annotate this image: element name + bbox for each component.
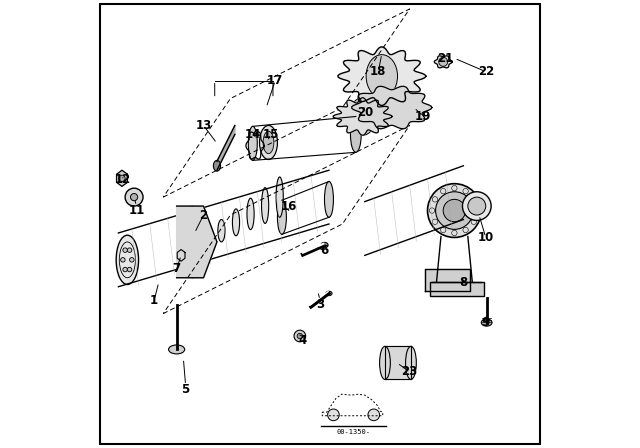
Circle shape bbox=[439, 57, 448, 66]
Ellipse shape bbox=[263, 131, 274, 154]
Circle shape bbox=[130, 258, 134, 262]
Circle shape bbox=[121, 258, 125, 262]
Circle shape bbox=[297, 333, 303, 339]
Ellipse shape bbox=[351, 116, 361, 152]
Ellipse shape bbox=[324, 181, 333, 217]
Polygon shape bbox=[435, 56, 452, 68]
Text: 22: 22 bbox=[477, 65, 494, 78]
Circle shape bbox=[468, 197, 486, 215]
Ellipse shape bbox=[326, 291, 332, 296]
Text: 4: 4 bbox=[298, 334, 306, 347]
Ellipse shape bbox=[168, 345, 185, 354]
Text: 11: 11 bbox=[128, 204, 145, 217]
Circle shape bbox=[189, 218, 195, 223]
Ellipse shape bbox=[232, 209, 239, 236]
Polygon shape bbox=[338, 47, 426, 105]
Circle shape bbox=[127, 248, 132, 252]
Ellipse shape bbox=[188, 206, 197, 278]
Circle shape bbox=[189, 261, 195, 266]
Ellipse shape bbox=[278, 200, 287, 234]
Text: 7: 7 bbox=[173, 262, 180, 276]
Circle shape bbox=[328, 409, 339, 421]
Circle shape bbox=[127, 267, 132, 272]
Text: 8: 8 bbox=[460, 276, 467, 289]
Ellipse shape bbox=[276, 177, 284, 217]
Ellipse shape bbox=[213, 160, 221, 171]
Text: 3: 3 bbox=[316, 298, 324, 311]
Text: 10: 10 bbox=[477, 231, 494, 244]
Polygon shape bbox=[333, 98, 392, 135]
Circle shape bbox=[192, 250, 197, 255]
Text: 00-1350-: 00-1350- bbox=[337, 429, 371, 435]
Text: 5: 5 bbox=[182, 383, 189, 396]
Polygon shape bbox=[177, 206, 217, 278]
Ellipse shape bbox=[366, 55, 397, 98]
Ellipse shape bbox=[406, 346, 416, 379]
Circle shape bbox=[131, 194, 138, 201]
Ellipse shape bbox=[321, 242, 328, 248]
Ellipse shape bbox=[218, 220, 225, 242]
Polygon shape bbox=[177, 250, 185, 261]
Ellipse shape bbox=[349, 98, 376, 135]
Circle shape bbox=[444, 199, 466, 222]
Circle shape bbox=[119, 175, 125, 181]
Polygon shape bbox=[352, 86, 432, 129]
Polygon shape bbox=[425, 269, 470, 291]
Ellipse shape bbox=[380, 346, 390, 379]
Text: 14: 14 bbox=[244, 128, 261, 141]
Circle shape bbox=[428, 184, 481, 237]
Ellipse shape bbox=[262, 188, 269, 224]
Bar bbox=[430, 282, 484, 296]
Circle shape bbox=[188, 228, 193, 234]
Text: 13: 13 bbox=[195, 119, 212, 132]
Circle shape bbox=[188, 250, 193, 255]
Circle shape bbox=[192, 228, 197, 234]
Ellipse shape bbox=[260, 125, 278, 159]
Circle shape bbox=[123, 267, 127, 272]
Circle shape bbox=[182, 232, 202, 252]
Polygon shape bbox=[217, 125, 235, 170]
Ellipse shape bbox=[481, 319, 492, 326]
Text: 20: 20 bbox=[356, 105, 373, 119]
Circle shape bbox=[294, 330, 306, 342]
Circle shape bbox=[125, 188, 143, 206]
Text: 2: 2 bbox=[200, 208, 207, 222]
Text: 1: 1 bbox=[150, 293, 158, 307]
Ellipse shape bbox=[116, 235, 139, 284]
Ellipse shape bbox=[247, 198, 254, 230]
Circle shape bbox=[123, 248, 127, 252]
Text: 17: 17 bbox=[267, 74, 284, 87]
Text: 18: 18 bbox=[370, 65, 387, 78]
Circle shape bbox=[463, 192, 491, 220]
Text: 16: 16 bbox=[280, 199, 297, 213]
Polygon shape bbox=[116, 170, 127, 186]
Text: 19: 19 bbox=[415, 110, 431, 123]
Polygon shape bbox=[385, 346, 411, 379]
Text: 23: 23 bbox=[401, 365, 418, 379]
Text: 21: 21 bbox=[437, 52, 454, 65]
Text: 12: 12 bbox=[115, 172, 131, 186]
Circle shape bbox=[368, 409, 380, 421]
Circle shape bbox=[436, 192, 473, 229]
Text: 15: 15 bbox=[262, 128, 279, 141]
Text: 6: 6 bbox=[321, 244, 328, 258]
Ellipse shape bbox=[248, 126, 257, 160]
Text: 9: 9 bbox=[482, 316, 490, 329]
